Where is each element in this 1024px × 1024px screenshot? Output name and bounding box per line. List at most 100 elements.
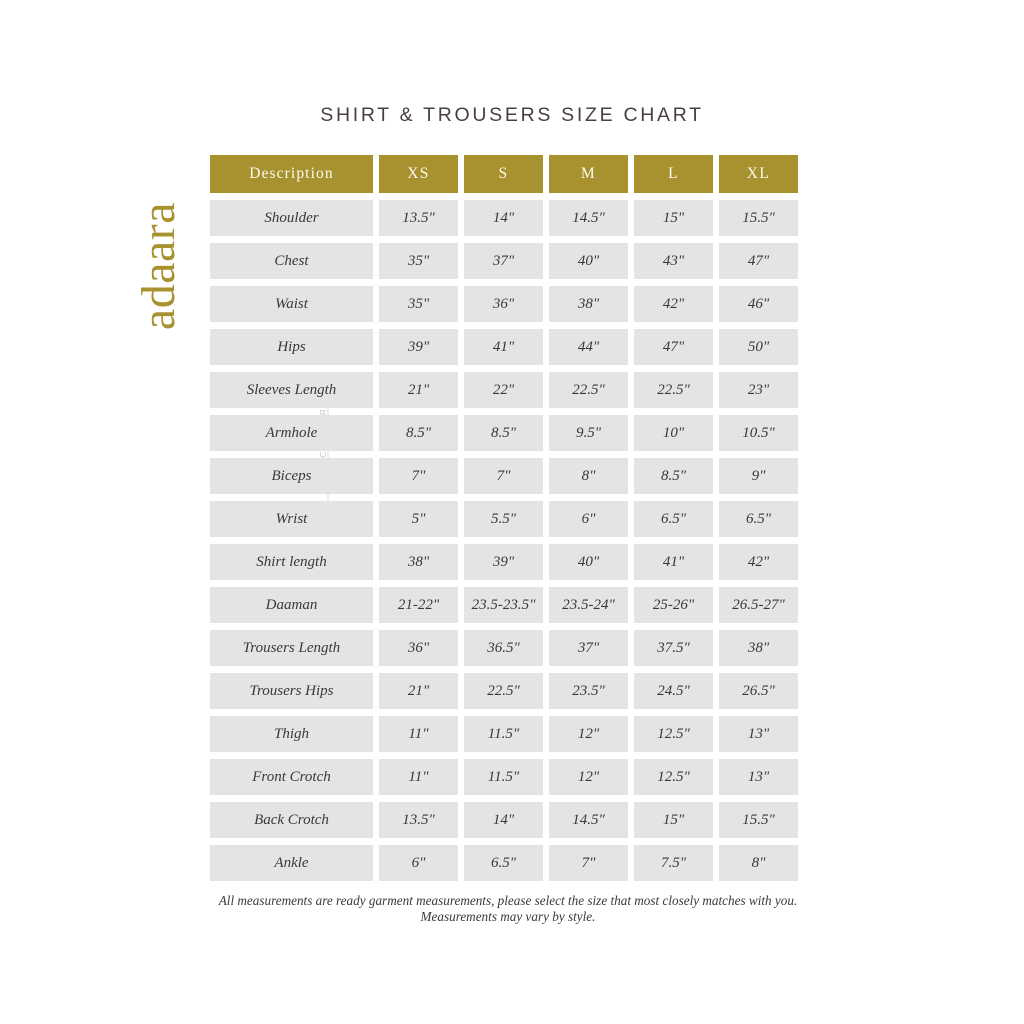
table-row: Waist 35" 36" 38" 42" 46": [210, 286, 802, 322]
table-row: Hips 39" 41" 44" 47" 50": [210, 329, 802, 365]
table-row: Daaman 21-22" 23.5-23.5" 23.5-24" 25-26" 26.5…: [210, 587, 802, 623]
measurement-cell: 47": [719, 243, 798, 279]
measurement-cell: 14.5": [549, 200, 628, 236]
column-header-s: S: [464, 155, 543, 193]
measurement-cell: 23.5-24": [549, 587, 628, 623]
table-row: Trousers Length 36" 36.5" 37" 37.5" 38": [210, 630, 802, 666]
measurement-cell: 22.5": [464, 673, 543, 709]
column-header-m: M: [549, 155, 628, 193]
measurement-cell: 11": [379, 716, 458, 752]
table-body: Shoulder 13.5" 14" 14.5" 15" 15.5" Chest 35" 37"…: [210, 200, 802, 881]
measurement-cell: 40": [549, 243, 628, 279]
measurement-cell: 8": [719, 845, 798, 881]
measurement-cell: 8.5": [379, 415, 458, 451]
brand-wordmark: adaara: [132, 201, 185, 331]
column-header-xs: XS: [379, 155, 458, 193]
row-label: Shirt length: [210, 544, 373, 580]
measurement-cell: 14": [464, 802, 543, 838]
measurement-cell: 14.5": [549, 802, 628, 838]
table-row: Shirt length 38" 39" 40" 41" 42": [210, 544, 802, 580]
row-label: Ankle: [210, 845, 373, 881]
measurement-cell: 8.5": [634, 458, 713, 494]
measurement-cell: 22.5": [634, 372, 713, 408]
measurement-cell: 7": [464, 458, 543, 494]
measurement-cell: 37.5": [634, 630, 713, 666]
measurement-cell: 22.5": [549, 372, 628, 408]
measurement-cell: 14": [464, 200, 543, 236]
table-row: Chest 35" 37" 40" 43" 47": [210, 243, 802, 279]
measurement-cell: 38": [549, 286, 628, 322]
measurement-cell: 6.5": [464, 845, 543, 881]
measurement-cell: 36": [379, 630, 458, 666]
measurement-cell: 5": [379, 501, 458, 537]
measurement-cell: 7": [379, 458, 458, 494]
measurement-cell: 9.5": [549, 415, 628, 451]
measurement-cell: 6": [379, 845, 458, 881]
measurement-cell: 15.5": [719, 802, 798, 838]
measurement-cell: 39": [379, 329, 458, 365]
measurement-cell: 13": [719, 759, 798, 795]
measurement-cell: 10.5": [719, 415, 798, 451]
table-row: Front Crotch 11" 11.5" 12" 12.5" 13": [210, 759, 802, 795]
table-row: Armhole 8.5" 8.5" 9.5" 10" 10.5": [210, 415, 802, 451]
measurement-cell: 8.5": [464, 415, 543, 451]
measurement-cell: 43": [634, 243, 713, 279]
measurement-cell: 7": [549, 845, 628, 881]
column-header-description: Description: [210, 155, 373, 193]
measurement-cell: 12": [549, 716, 628, 752]
row-label: Waist: [210, 286, 373, 322]
table-row: Trousers Hips 21" 22.5" 23.5" 24.5" 26.5": [210, 673, 802, 709]
measurement-cell: 12": [549, 759, 628, 795]
measurement-cell: 7.5": [634, 845, 713, 881]
size-chart-table: Description XS S M L XL Shoulder 13.5" 14"…: [210, 155, 802, 888]
measurement-cell: 13": [719, 716, 798, 752]
measurement-cell: 11": [379, 759, 458, 795]
measurement-cell: 41": [464, 329, 543, 365]
table-row: Wrist 5" 5.5" 6" 6.5" 6.5": [210, 501, 802, 537]
table-row: Sleeves Length 21" 22" 22.5" 22.5" 23": [210, 372, 802, 408]
measurement-cell: 37": [549, 630, 628, 666]
row-label: Biceps: [210, 458, 373, 494]
brand-logo: adaara ~ AN ETHNIC EMPIRE: [126, 178, 329, 534]
measurement-cell: 22": [464, 372, 543, 408]
row-label: Sleeves Length: [210, 372, 373, 408]
table-row: Thigh 11" 11.5" 12" 12.5" 13": [210, 716, 802, 752]
measurement-cell: 37": [464, 243, 543, 279]
measurement-cell: 40": [549, 544, 628, 580]
measurement-cell: 6.5": [719, 501, 798, 537]
row-label: Trousers Length: [210, 630, 373, 666]
measurement-cell: 50": [719, 329, 798, 365]
measurement-cell: 11.5": [464, 759, 543, 795]
measurement-cell: 21": [379, 372, 458, 408]
row-label: Chest: [210, 243, 373, 279]
measurement-cell: 15": [634, 200, 713, 236]
table-row: Shoulder 13.5" 14" 14.5" 15" 15.5": [210, 200, 802, 236]
measurement-cell: 26.5": [719, 673, 798, 709]
column-header-xl: XL: [719, 155, 798, 193]
measurement-cell: 8": [549, 458, 628, 494]
measurement-cell: 23.5-23.5": [464, 587, 543, 623]
measurement-cell: 9": [719, 458, 798, 494]
row-label: Front Crotch: [210, 759, 373, 795]
measurement-cell: 6.5": [634, 501, 713, 537]
measurement-cell: 41": [634, 544, 713, 580]
measurement-cell: 23.5": [549, 673, 628, 709]
table-row: Ankle 6" 6.5" 7" 7.5" 8": [210, 845, 802, 881]
measurement-cell: 13.5": [379, 200, 458, 236]
measurement-cell: 21": [379, 673, 458, 709]
measurement-cell: 35": [379, 286, 458, 322]
measurement-cell: 21-22": [379, 587, 458, 623]
row-label: Thigh: [210, 716, 373, 752]
row-label: Hips: [210, 329, 373, 365]
measurement-cell: 15": [634, 802, 713, 838]
measurement-cell: 36.5": [464, 630, 543, 666]
measurement-cell: 39": [464, 544, 543, 580]
measurement-cell: 38": [719, 630, 798, 666]
measurement-cell: 42": [719, 544, 798, 580]
measurement-cell: 12.5": [634, 716, 713, 752]
measurement-cell: 38": [379, 544, 458, 580]
row-label: Daaman: [210, 587, 373, 623]
measurement-cell: 12.5": [634, 759, 713, 795]
measurement-cell: 23": [719, 372, 798, 408]
